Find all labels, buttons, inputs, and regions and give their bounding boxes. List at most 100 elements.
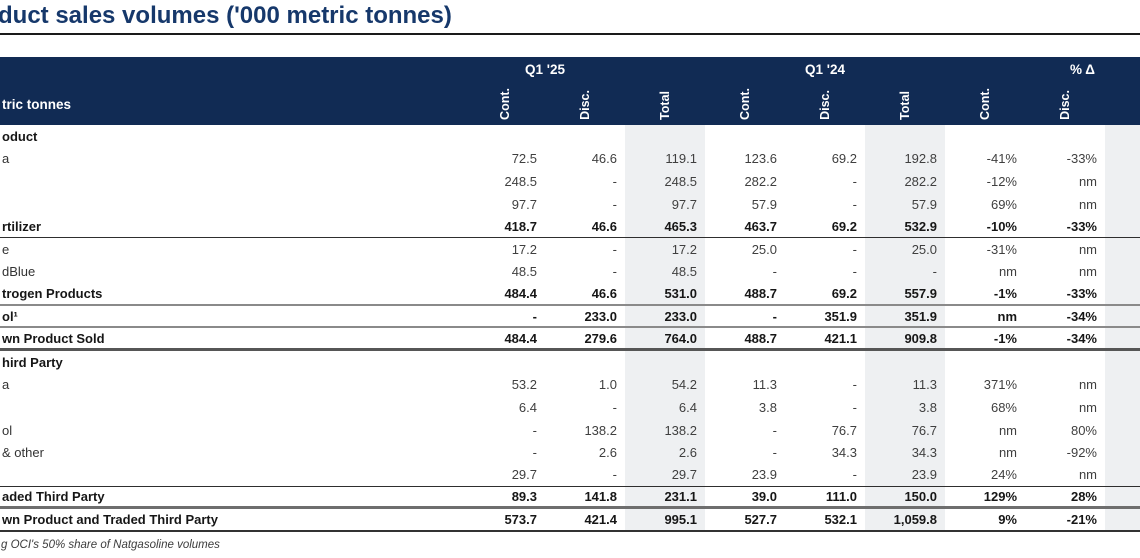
cell: 23.9 — [751, 467, 777, 483]
cell: - — [612, 467, 617, 483]
column-header-disc-1: Disc. — [545, 81, 625, 125]
cell: 11.3 — [752, 377, 777, 393]
row-label: aded Third Party — [2, 488, 105, 504]
cell: 248.5 — [625, 170, 705, 193]
cell: 46.6 — [591, 218, 617, 234]
cell-cutoff-total — [1105, 283, 1140, 304]
cell: 89.3 — [511, 488, 537, 504]
column-header-cont-0: Cont. — [465, 81, 545, 125]
cell: 421.1 — [824, 330, 857, 346]
row-label: e — [2, 241, 10, 257]
table-row: hird Party — [0, 350, 1140, 374]
table-row: 97.7-97.7 57.9-57.9 69% nm — [0, 192, 1140, 216]
row-label: dBlue — [2, 264, 36, 280]
cell: 138.2 — [625, 418, 705, 442]
cell: 371% — [983, 377, 1017, 393]
cell: 69% — [990, 196, 1017, 212]
column-header-label: Total — [657, 91, 672, 120]
cell: 282.2 — [744, 173, 777, 189]
title-underline — [0, 33, 1140, 35]
cell: 11.3 — [865, 373, 945, 397]
cell — [465, 125, 545, 148]
cell: -33% — [1066, 285, 1097, 301]
table-row: wn Product and Traded Third Party 573.7 42… — [0, 509, 1140, 532]
cell: - — [772, 308, 777, 324]
cell: - — [612, 241, 617, 257]
units-label: tric tonnes — [2, 97, 72, 112]
cell: 46.6 — [591, 151, 617, 167]
cell: 909.8 — [865, 328, 945, 348]
column-header-disc-7: Disc. — [1025, 81, 1105, 125]
column-header-label: Disc. — [817, 90, 832, 120]
cell: 488.7 — [744, 285, 777, 301]
column-header-label: Disc. — [577, 90, 592, 120]
cell-cutoff-total — [1105, 441, 1140, 464]
cell: 69.2 — [831, 285, 857, 301]
row-label: oduct — [2, 128, 38, 144]
cell: - — [612, 196, 617, 212]
cell: 129% — [983, 488, 1017, 504]
cell: - — [852, 173, 857, 189]
cell: 532.9 — [865, 215, 945, 237]
cell: 463.7 — [744, 218, 777, 234]
cell: 465.3 — [625, 215, 705, 237]
column-group-q1-25: Q1 '25 — [525, 61, 565, 77]
table-row: trogen Products 484.4 46.6 531.0 488.7 69.2 55… — [0, 283, 1140, 306]
cell: 418.7 — [504, 218, 537, 234]
cell: 764.0 — [625, 328, 705, 348]
cell — [705, 125, 785, 148]
cell: 97.7 — [511, 196, 537, 212]
table-row: a 72.5 46.6 119.1 123.6 69.2 192.8 -41% -33% — [0, 147, 1140, 171]
cell: - — [772, 422, 777, 438]
cell: 57.9 — [865, 192, 945, 216]
cell: 17.2 — [625, 237, 705, 261]
cell: - — [532, 308, 537, 324]
cell: 488.7 — [744, 330, 777, 346]
cell: -33% — [1066, 218, 1097, 234]
cell-cutoff-total — [1105, 328, 1140, 348]
cell: 48.5 — [625, 260, 705, 284]
cell: 68% — [990, 399, 1017, 415]
cell — [705, 351, 785, 374]
cell: - — [852, 377, 857, 393]
cell: -34% — [1066, 330, 1097, 346]
cell: 557.9 — [865, 283, 945, 304]
cell — [865, 350, 945, 374]
cell: nm — [1078, 264, 1097, 280]
cell: -12% — [986, 173, 1017, 189]
cell — [945, 125, 1025, 148]
cell: nm — [1078, 377, 1097, 393]
cell — [465, 351, 545, 374]
cell-cutoff-total — [1105, 192, 1140, 216]
cell: 6.4 — [518, 399, 537, 415]
column-header-total-2: Total — [625, 81, 705, 125]
cell: 351.9 — [824, 308, 857, 324]
table-row: e 17.2-17.2 25.0-25.0 -31% nm — [0, 237, 1140, 261]
row-label: rtilizer — [2, 218, 42, 234]
cell: 69.2 — [831, 218, 857, 234]
cell: nm — [997, 308, 1018, 324]
table-header: tric tonnes Q1 '25 Q1 '24 % Δ Cont. Disc.… — [0, 57, 1140, 125]
cell-cutoff-total — [1105, 509, 1140, 530]
cell-cutoff-total — [1105, 237, 1140, 261]
cell-cutoff-total — [1105, 260, 1140, 284]
cell: -1% — [993, 285, 1017, 301]
row-label: trogen Products — [2, 285, 103, 301]
table-row: 29.7-29.7 23.9-23.9 24% nm — [0, 463, 1140, 487]
cell: - — [612, 399, 617, 415]
cell: 25.0 — [865, 237, 945, 261]
cell — [865, 125, 945, 148]
row-label: & other — [2, 445, 44, 461]
cell: 279.6 — [584, 330, 617, 346]
column-header-label: Cont. — [977, 88, 992, 120]
column-header-label: Total — [897, 91, 912, 120]
cell-cutoff-total — [1105, 350, 1140, 374]
cell: 9% — [998, 511, 1017, 527]
cell: 233.0 — [584, 308, 617, 324]
cell-cutoff-total — [1105, 396, 1140, 419]
table-body: oduct a 72.5 46.6 119.1 123.6 69.2 192.8 -41% -33… — [0, 125, 1140, 532]
cell: 3.8 — [758, 399, 777, 415]
cell: - — [865, 260, 945, 284]
cell: 248.5 — [504, 173, 537, 189]
